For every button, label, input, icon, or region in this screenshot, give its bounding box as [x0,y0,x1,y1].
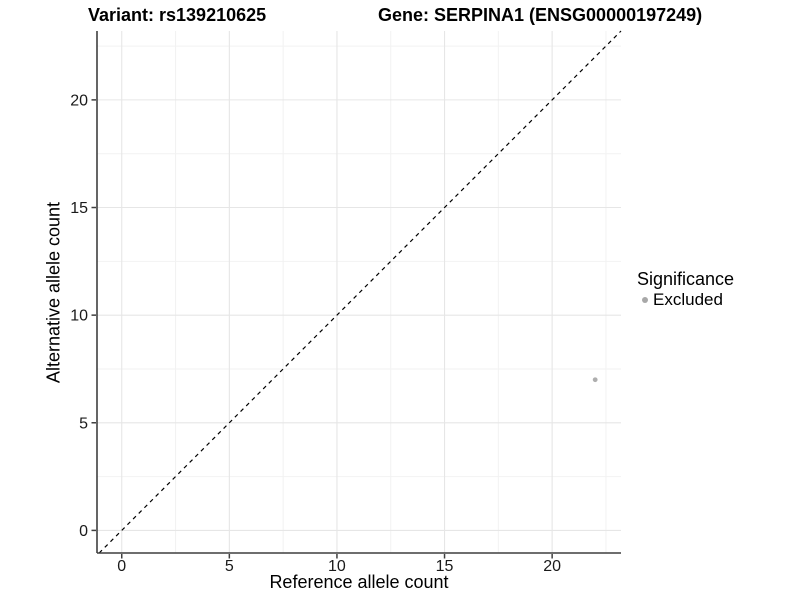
plot-title-gene: Gene: SERPINA1 (ENSG00000197249) [378,5,703,25]
legend-key [637,292,653,308]
legend: Significance Excluded [637,268,734,309]
data-point-excluded [592,377,598,383]
y-tick-label: 20 [70,92,88,109]
y-axis-title: Alternative allele count [43,201,64,384]
plot-title-variant: Variant: rs139210625 [88,5,267,25]
y-tick-label: 15 [70,200,88,217]
y-tick-label: 0 [79,523,88,540]
x-tick-label: 20 [543,558,561,575]
x-tick-label: 10 [328,558,346,575]
panel-background [97,31,621,553]
excluded-point-icon [642,296,648,303]
legend-title: Significance [637,269,735,289]
y-tick-label: 5 [79,415,88,432]
legend-item-label: Excluded [653,290,723,309]
x-tick-label: 0 [117,558,126,575]
y-tick-label: 10 [70,308,88,325]
identity-dashed-line [98,30,622,554]
x-tick-label: 15 [436,558,454,575]
legend-item-excluded: Excluded [637,290,734,309]
x-tick-label: 5 [225,558,234,575]
x-axis-title: Reference allele count [269,572,449,592]
